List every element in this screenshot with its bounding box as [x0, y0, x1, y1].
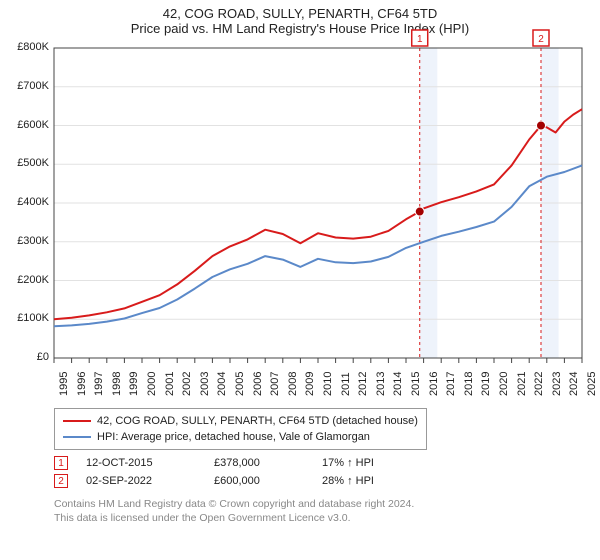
annotation-delta: 28% ↑ HPI: [322, 475, 412, 487]
ytick-label: £600K: [4, 119, 49, 131]
annotation-date: 02-SEP-2022: [86, 475, 196, 487]
xtick-label: 2020: [498, 372, 510, 396]
xtick-label: 2012: [357, 372, 369, 396]
ytick-label: £0: [4, 351, 49, 363]
annotation-price: £378,000: [214, 457, 304, 469]
xtick-label: 2011: [340, 372, 352, 396]
legend-swatch-property: [63, 420, 91, 422]
ytick-label: £200K: [4, 274, 49, 286]
chart-titles: 42, COG ROAD, SULLY, PENARTH, CF64 5TD P…: [0, 0, 600, 36]
xtick-label: 2025: [586, 372, 598, 396]
annotation-marker: 2: [54, 474, 68, 488]
xtick-label: 2013: [375, 372, 387, 396]
xtick-label: 2001: [164, 372, 176, 396]
annotation-marker: 1: [54, 456, 68, 470]
xtick-label: 2017: [445, 372, 457, 396]
ytick-label: £300K: [4, 235, 49, 247]
xtick-label: 2008: [287, 372, 299, 396]
legend-swatch-hpi: [63, 436, 91, 438]
xtick-label: 2009: [304, 372, 316, 396]
xtick-label: 1999: [128, 372, 140, 396]
ytick-label: £500K: [4, 157, 49, 169]
ytick-label: £700K: [4, 80, 49, 92]
xtick-label: 1998: [111, 372, 123, 396]
plot-area: 12: [54, 48, 582, 358]
xtick-label: 2007: [269, 372, 281, 396]
plot-svg: 12: [54, 48, 582, 358]
credits-text: Contains HM Land Registry data © Crown c…: [54, 498, 414, 525]
ytick-label: £800K: [4, 41, 49, 53]
legend-row-property: 42, COG ROAD, SULLY, PENARTH, CF64 5TD (…: [63, 413, 418, 429]
xtick-label: 2002: [181, 372, 193, 396]
xtick-label: 2006: [252, 372, 264, 396]
annotation-row: 1 12-OCT-2015 £378,000 17% ↑ HPI: [54, 454, 412, 472]
credits-line-2: This data is licensed under the Open Gov…: [54, 512, 414, 526]
ytick-label: £400K: [4, 196, 49, 208]
title-line-1: 42, COG ROAD, SULLY, PENARTH, CF64 5TD: [0, 6, 600, 21]
annotation-table: 1 12-OCT-2015 £378,000 17% ↑ HPI 2 02-SEP-202…: [54, 454, 412, 490]
xtick-label: 2015: [410, 372, 422, 396]
xtick-label: 2004: [216, 372, 228, 396]
svg-text:1: 1: [417, 34, 423, 45]
legend-box: 42, COG ROAD, SULLY, PENARTH, CF64 5TD (…: [54, 408, 427, 450]
xtick-label: 2005: [234, 372, 246, 396]
legend-row-hpi: HPI: Average price, detached house, Vale…: [63, 429, 418, 445]
title-line-2: Price paid vs. HM Land Registry's House …: [0, 21, 600, 36]
legend-label-hpi: HPI: Average price, detached house, Vale…: [97, 431, 370, 443]
chart-container: 42, COG ROAD, SULLY, PENARTH, CF64 5TD P…: [0, 0, 600, 560]
xtick-label: 1997: [93, 372, 105, 396]
xtick-label: 2016: [428, 372, 440, 396]
xtick-label: 2021: [516, 372, 528, 396]
xtick-label: 2000: [146, 372, 158, 396]
annotation-row: 2 02-SEP-2022 £600,000 28% ↑ HPI: [54, 472, 412, 490]
xtick-label: 2023: [551, 372, 563, 396]
svg-text:2: 2: [538, 34, 544, 45]
legend-label-property: 42, COG ROAD, SULLY, PENARTH, CF64 5TD (…: [97, 415, 418, 427]
xtick-label: 1996: [76, 372, 88, 396]
xtick-label: 2014: [392, 372, 404, 396]
xtick-label: 1995: [58, 372, 70, 396]
annotation-delta: 17% ↑ HPI: [322, 457, 412, 469]
ytick-label: £100K: [4, 312, 49, 324]
xtick-label: 2018: [463, 372, 475, 396]
xtick-label: 2019: [480, 372, 492, 396]
annotation-price: £600,000: [214, 475, 304, 487]
xtick-label: 2010: [322, 372, 334, 396]
xtick-label: 2003: [199, 372, 211, 396]
credits-line-1: Contains HM Land Registry data © Crown c…: [54, 498, 414, 512]
annotation-date: 12-OCT-2015: [86, 457, 196, 469]
xtick-label: 2024: [568, 372, 580, 396]
xtick-label: 2022: [533, 372, 545, 396]
